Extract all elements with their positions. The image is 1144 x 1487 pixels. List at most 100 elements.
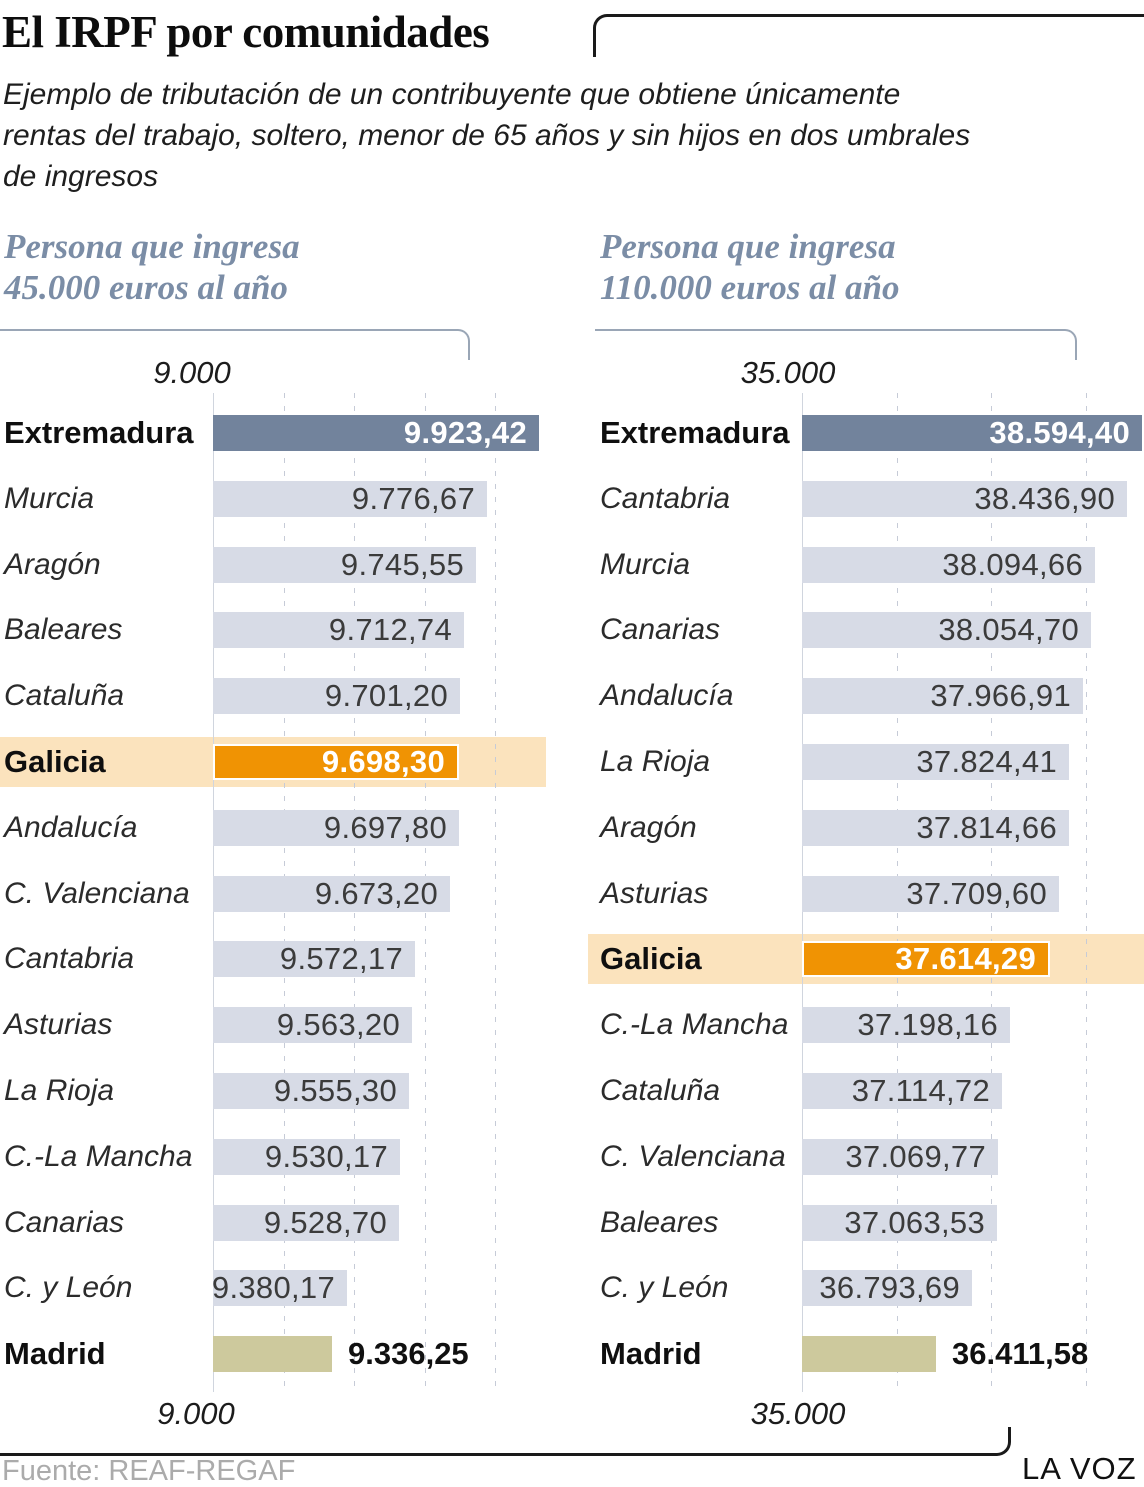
bar-canarias: 38.054,70 <box>802 612 1091 648</box>
row-label: Cantabria <box>600 482 731 515</box>
row-label: C. y León <box>600 1271 729 1304</box>
bar-value: 9.528,70 <box>263 1205 387 1240</box>
bar-asturias: 37.709,60 <box>802 876 1059 912</box>
bar-andalucía: 9.697,80 <box>213 810 459 846</box>
bar-asturias: 9.563,20 <box>213 1007 412 1043</box>
subtitle-line-2: rentas del trabajo, soltero, menor de 65… <box>3 119 971 152</box>
bar-value: 37.814,66 <box>916 810 1057 845</box>
bar-value: 38.594,40 <box>989 415 1130 450</box>
bar-value: 9.530,17 <box>264 1139 388 1174</box>
row-label: Cataluña <box>600 1074 721 1107</box>
bar-aragón: 9.745,55 <box>213 547 476 583</box>
axis-label-bottom-right: 35.000 <box>750 1396 846 1431</box>
subtitle-line-1: Ejemplo de tributación de un contribuyen… <box>3 78 901 111</box>
axis-label-bottom-left: 9.000 <box>157 1396 235 1431</box>
chart-title-110k: Persona que ingresa 110.000 euros al año <box>600 227 900 307</box>
title-bracket-line <box>593 14 1144 57</box>
bar-value: 37.614,29 <box>895 941 1036 976</box>
bar-value: 9.745,55 <box>340 547 464 582</box>
bar-value: 9.776,67 <box>351 481 475 516</box>
row-label: Murcia <box>600 548 691 581</box>
row-label: La Rioja <box>4 1074 115 1107</box>
bar-value: 37.114,72 <box>851 1073 990 1108</box>
row-label: Galicia <box>600 941 702 976</box>
bar-aragón: 37.814,66 <box>802 810 1069 846</box>
bar-baleares: 9.712,74 <box>213 612 464 648</box>
bar-value: 9.923,42 <box>403 415 527 450</box>
row-label: C.-La Mancha <box>4 1140 193 1173</box>
plot-area-45k: Extremadura 9.923,42 Murcia 9.776,67 Aragón 9… <box>0 393 560 1392</box>
bar-value: 38.436,90 <box>974 481 1115 516</box>
row-label: Asturias <box>600 877 709 910</box>
row-label: C. Valenciana <box>4 877 190 910</box>
bar-c-y-león: 36.793,69 <box>802 1270 972 1306</box>
bar-value: 9.380,17 <box>211 1270 335 1305</box>
row-label: C.-La Mancha <box>600 1008 789 1041</box>
row-label: Baleares <box>4 613 123 646</box>
row-label: Cataluña <box>4 679 125 712</box>
gridline <box>1086 393 1087 1392</box>
bar-baleares: 37.063,53 <box>802 1205 997 1241</box>
row-label: Madrid <box>600 1336 702 1371</box>
row-label: Galicia <box>4 744 106 779</box>
bar-value: 9.697,80 <box>323 810 447 845</box>
bar-canarias: 9.528,70 <box>213 1205 399 1241</box>
plot-area-110k: Extremadura 38.594,40 Cantabria 38.436,90 Mu… <box>560 393 1144 1392</box>
bar-c-y-león: 9.380,17 <box>211 1270 347 1306</box>
row-label: Andalucía <box>600 679 734 712</box>
bar-value: 9.673,20 <box>314 876 438 911</box>
page-title: El IRPF por comunidades <box>2 7 490 57</box>
row-label: La Rioja <box>600 745 711 778</box>
bar-value: 37.063,53 <box>844 1205 985 1240</box>
row-label: Cantabria <box>4 942 135 975</box>
bar-value: 36.411,58 <box>952 1336 1089 1371</box>
header-bracket-line-left <box>0 329 470 360</box>
bar-value: 36.793,69 <box>819 1270 960 1305</box>
bar-cataluña: 37.114,72 <box>802 1073 1002 1109</box>
row-label: Canarias <box>600 613 721 646</box>
axis-label-top-left: 9.000 <box>153 355 231 390</box>
bar-galicia: 9.698,30 <box>213 744 459 780</box>
bar-value: 9.572,17 <box>279 941 403 976</box>
bar-extremadura: 38.594,40 <box>802 415 1142 451</box>
bar-cataluña: 9.701,20 <box>213 678 460 714</box>
bar-cantabria: 38.436,90 <box>802 481 1127 517</box>
row-label: Canarias <box>4 1206 125 1239</box>
bar-value: 9.698,30 <box>321 744 445 779</box>
bar-value: 38.094,66 <box>942 547 1083 582</box>
bar-value: 9.336,25 <box>348 1336 469 1371</box>
chart-title-45k: Persona que ingresa 45.000 euros al año <box>4 227 300 307</box>
bar-value: 37.824,41 <box>916 744 1057 779</box>
subtitle-line-3: de ingresos <box>3 160 159 193</box>
bar-cantabria: 9.572,17 <box>213 941 415 977</box>
row-label: Aragón <box>600 811 697 844</box>
bar-c-valenciana: 37.069,77 <box>802 1139 998 1175</box>
bar-c-la-mancha: 9.530,17 <box>213 1139 400 1175</box>
bar-andalucía: 37.966,91 <box>802 678 1083 714</box>
bar-murcia: 9.776,67 <box>213 481 487 517</box>
bar-la-rioja: 9.555,30 <box>213 1073 409 1109</box>
row-label: Murcia <box>4 482 95 515</box>
row-label: Extremadura <box>600 415 790 450</box>
subtitle: Ejemplo de tributación de un contribuyen… <box>3 74 1141 197</box>
bar-value: 9.563,20 <box>276 1007 400 1042</box>
source-credit: Fuente: REAF-REGAF <box>2 1455 296 1487</box>
bar-madrid <box>802 1336 936 1372</box>
row-label: C. y León <box>4 1271 133 1304</box>
bar-madrid <box>213 1336 332 1372</box>
bar-la-rioja: 37.824,41 <box>802 744 1069 780</box>
footer-bracket-line <box>0 1427 1011 1456</box>
bar-value: 9.712,74 <box>328 612 452 647</box>
axis-label-top-right: 35.000 <box>740 355 836 390</box>
bar-extremadura: 9.923,42 <box>213 415 539 451</box>
bar-value: 37.069,77 <box>845 1139 986 1174</box>
row-label: Asturias <box>4 1008 113 1041</box>
bar-galicia: 37.614,29 <box>802 941 1050 977</box>
bar-c-la-mancha: 37.198,16 <box>802 1007 1010 1043</box>
bar-value: 9.555,30 <box>273 1073 397 1108</box>
row-label: Extremadura <box>4 415 194 450</box>
brand-logo: LA VOZ <box>1022 1451 1137 1486</box>
row-label: Baleares <box>600 1206 719 1239</box>
row-label: Aragón <box>4 548 101 581</box>
